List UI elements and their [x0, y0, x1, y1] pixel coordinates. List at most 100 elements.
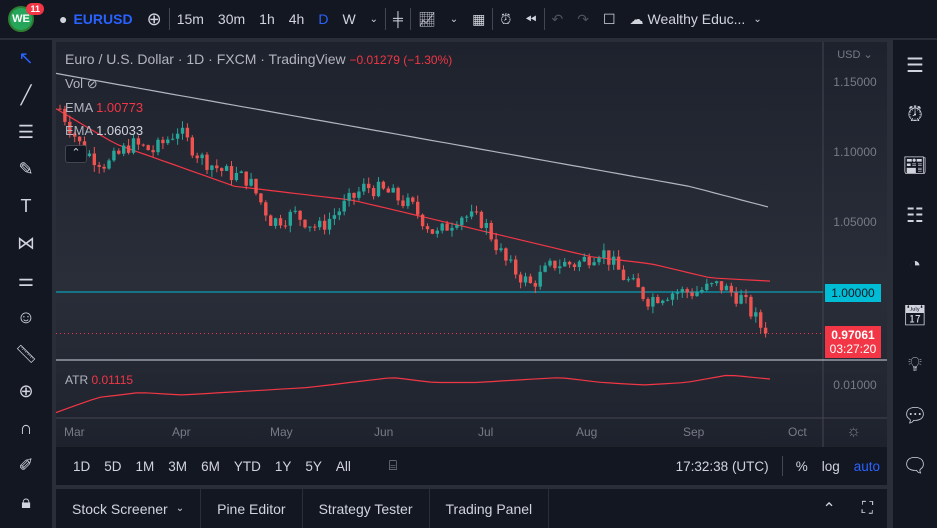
hotlist-icon[interactable]: ◔	[908, 253, 922, 276]
candle-body	[185, 127, 190, 138]
range-6m[interactable]: 6M	[201, 458, 220, 474]
candle-body	[171, 138, 175, 140]
ideas-icon[interactable]: 💡︎	[908, 353, 922, 376]
news-icon[interactable]: 📰︎	[902, 154, 928, 177]
chart-area[interactable]: Euro / U.S. Dollar · 1D · FXCM · Trading…	[56, 42, 887, 447]
undo-icon[interactable]: ↶	[551, 10, 564, 27]
ruler-icon[interactable]: 📏︎	[14, 344, 38, 364]
replay-icon[interactable]: ⏪︎	[525, 10, 537, 27]
layout-name-button[interactable]: ☁ Wealthy Educ... ⌄	[623, 0, 769, 38]
candle-body	[661, 300, 665, 304]
forecast-icon[interactable]: ⚌	[17, 270, 35, 290]
candle-body	[205, 154, 209, 170]
candle-body	[754, 312, 758, 317]
collapse-panel-icon[interactable]: ⌃	[822, 500, 836, 518]
text-icon[interactable]: T	[20, 196, 32, 216]
log-toggle[interactable]: log	[821, 458, 840, 474]
magnet-icon[interactable]: ∩	[19, 418, 33, 438]
candle-body	[234, 172, 239, 181]
auto-toggle[interactable]: auto	[853, 458, 880, 474]
smiley-icon[interactable]: ☺	[16, 307, 36, 327]
chart-legend: Euro / U.S. Dollar · 1D · FXCM · Trading…	[65, 51, 452, 67]
candles-icon[interactable]: ╪	[393, 11, 403, 27]
calendar-icon[interactable]: 📅︎	[902, 304, 928, 327]
zoom-icon[interactable]: ⊕	[18, 381, 34, 401]
layout-grid-icon[interactable]: ▦	[472, 10, 486, 27]
price-chart[interactable]	[56, 42, 887, 447]
candle-body	[523, 276, 528, 283]
messages-icon[interactable]: 🗨︎	[902, 454, 928, 477]
candle-body	[332, 215, 337, 219]
candle-body	[347, 192, 351, 201]
chevron-down-icon[interactable]: ⌄	[449, 13, 459, 25]
percent-toggle[interactable]: %	[795, 458, 808, 474]
tab-trading-panel[interactable]: Trading Panel	[430, 489, 550, 528]
range-3m[interactable]: 3M	[168, 458, 188, 474]
horizontal-line-label: 1.00000	[825, 284, 881, 302]
alert-icon[interactable]: ⏰︎	[500, 10, 512, 27]
alarm-icon[interactable]: ⏰︎	[907, 103, 923, 126]
month-label: Mar	[64, 425, 85, 439]
range-1m[interactable]: 1M	[135, 458, 155, 474]
eye-hidden-icon[interactable]: ⊘	[86, 76, 98, 91]
goto-date-icon[interactable]: ⌸	[388, 458, 397, 473]
indicators-icon[interactable]: 📈︎	[417, 10, 436, 27]
watchlist-icon[interactable]: ☰	[906, 54, 924, 77]
candle-body	[342, 200, 346, 212]
candle-body	[288, 211, 292, 226]
settings-gear-icon[interactable]: ☼	[846, 423, 861, 440]
interval-30m[interactable]: 30m	[217, 11, 246, 27]
candle-body	[68, 121, 72, 134]
clock[interactable]: 17:32:38 (UTC)	[675, 458, 769, 474]
candle-body	[558, 266, 562, 269]
maximize-panel-icon[interactable]: ⛶	[861, 499, 873, 517]
candle-body	[543, 265, 547, 272]
user-avatar[interactable]: WE 11	[8, 3, 44, 32]
atr-tick: 0.01000	[833, 378, 877, 392]
chevron-down-icon[interactable]: ⌄	[369, 13, 379, 25]
redo-icon[interactable]: ↷	[577, 10, 589, 27]
tab-pine-editor[interactable]: Pine Editor	[201, 489, 303, 528]
interval-15m[interactable]: 15m	[176, 11, 204, 27]
range-1y[interactable]: 1Y	[274, 458, 292, 474]
interval-4h[interactable]: 4h	[288, 11, 305, 27]
range-1d[interactable]: 1D	[73, 458, 91, 474]
fullscreen-square-icon[interactable]: ☐	[602, 10, 616, 27]
pencil-lock-icon[interactable]: ✐	[18, 455, 34, 475]
symbol-search[interactable]: ● EURUSD	[52, 0, 140, 38]
brush-icon[interactable]: ✎	[18, 159, 34, 179]
cursor-icon[interactable]: ↖	[18, 48, 34, 68]
compare-symbol-button[interactable]: ⊕	[146, 8, 162, 29]
month-label: Apr	[172, 425, 191, 439]
candle-body	[161, 139, 165, 144]
range-5y[interactable]: 5Y	[305, 458, 322, 474]
candle-body	[695, 292, 699, 297]
currency-selector[interactable]: USD ⌄	[837, 49, 873, 61]
chat-icon[interactable]: 💬︎	[902, 404, 928, 427]
fib-icon[interactable]: ☰	[17, 122, 35, 142]
candle-body	[264, 202, 268, 216]
lock-icon[interactable]: 🔒︎	[21, 492, 31, 512]
candle-body	[518, 274, 523, 283]
divider	[543, 8, 545, 30]
pattern-icon[interactable]: ⋈	[17, 233, 35, 253]
ema-fast-line	[56, 108, 771, 282]
tab-stock-screener[interactable]: Stock Screener ⌄	[56, 489, 202, 528]
trendline-icon[interactable]: ╱	[20, 85, 32, 105]
candle-body	[371, 188, 376, 197]
atr-label: ATR	[65, 373, 89, 387]
range-all[interactable]: All	[335, 458, 351, 474]
candle-body	[440, 223, 444, 231]
interval-w[interactable]: W	[342, 11, 356, 27]
data-window-icon[interactable]: ☷	[906, 204, 924, 227]
range-5d[interactable]: 5D	[104, 458, 122, 474]
interval-d[interactable]: D	[318, 11, 329, 27]
collapse-legend-button[interactable]: ⌃	[65, 145, 87, 163]
candle-body	[597, 257, 601, 263]
interval-1h[interactable]: 1h	[259, 11, 275, 27]
candle-body	[460, 217, 464, 226]
candle-body	[489, 222, 493, 240]
tab-strategy-tester[interactable]: Strategy Tester	[303, 489, 430, 528]
candle-body	[563, 261, 567, 267]
range-ytd[interactable]: YTD	[233, 458, 261, 474]
